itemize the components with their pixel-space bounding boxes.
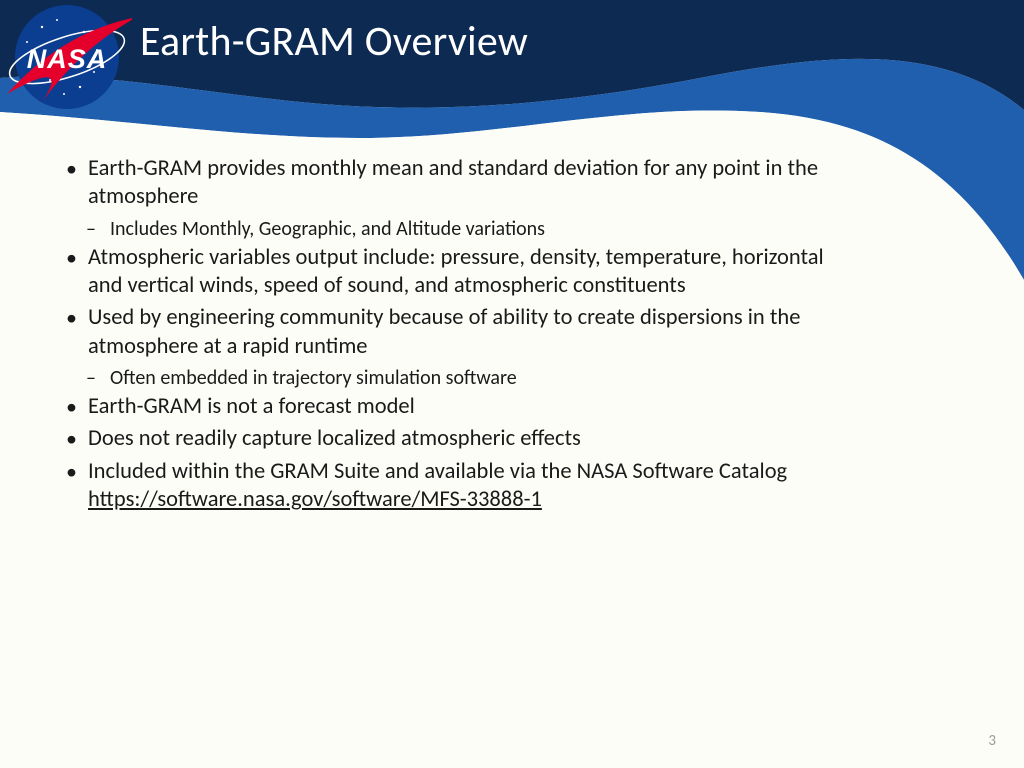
bullet-item: Earth-GRAM is not a forecast model <box>62 393 832 421</box>
bullet-item: Included within the GRAM Suite and avail… <box>62 458 832 515</box>
bullet-list: Earth-GRAM provides monthly mean and sta… <box>62 155 832 514</box>
slide-title: Earth-GRAM Overview <box>140 16 528 67</box>
bullet-item: Earth-GRAM provides monthly mean and sta… <box>62 155 832 212</box>
bullet-text: Included within the GRAM Suite and avail… <box>88 458 787 485</box>
bullet-item: Used by engineering community because of… <box>62 304 832 361</box>
sub-bullet-list: Includes Monthly, Geographic, and Altitu… <box>62 216 832 242</box>
catalog-link[interactable]: https://software.nasa.gov/software/MFS-3… <box>88 486 542 513</box>
slide: NASA Earth-GRAM Overview Earth-GRAM prov… <box>0 0 1024 768</box>
bullet-item: Does not readily capture localized atmos… <box>62 425 832 453</box>
sub-bullet-item: Often embedded in trajectory simulation … <box>62 365 832 391</box>
bullet-item: Atmospheric variables output include: pr… <box>62 244 832 301</box>
sub-bullet-item: Includes Monthly, Geographic, and Altitu… <box>62 216 832 242</box>
sub-bullet-list: Often embedded in trajectory simulation … <box>62 365 832 391</box>
slide-body: Earth-GRAM provides monthly mean and sta… <box>62 155 832 518</box>
nasa-logo: NASA <box>2 2 132 112</box>
page-number: 3 <box>988 732 996 750</box>
svg-text:NASA: NASA <box>27 44 108 74</box>
